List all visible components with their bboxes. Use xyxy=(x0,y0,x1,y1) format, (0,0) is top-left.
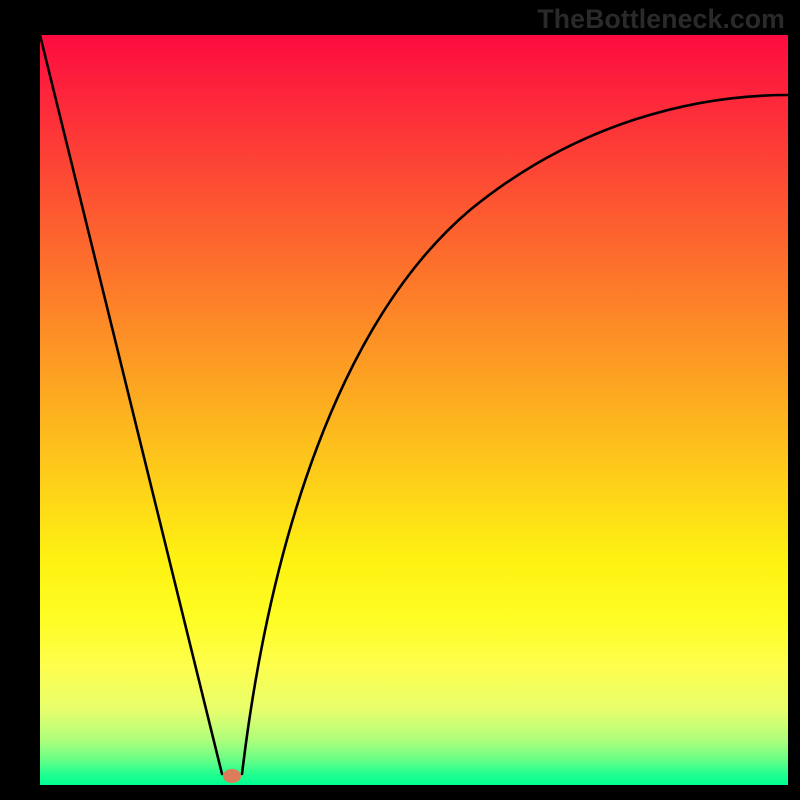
curve-left-branch xyxy=(40,35,222,774)
bottleneck-chart xyxy=(0,0,800,800)
watermark-text: TheBottleneck.com xyxy=(537,4,785,35)
minimum-marker xyxy=(223,769,241,783)
curve-right-branch xyxy=(242,95,788,774)
plot-background xyxy=(40,35,788,785)
chart-container: TheBottleneck.com xyxy=(0,0,800,800)
